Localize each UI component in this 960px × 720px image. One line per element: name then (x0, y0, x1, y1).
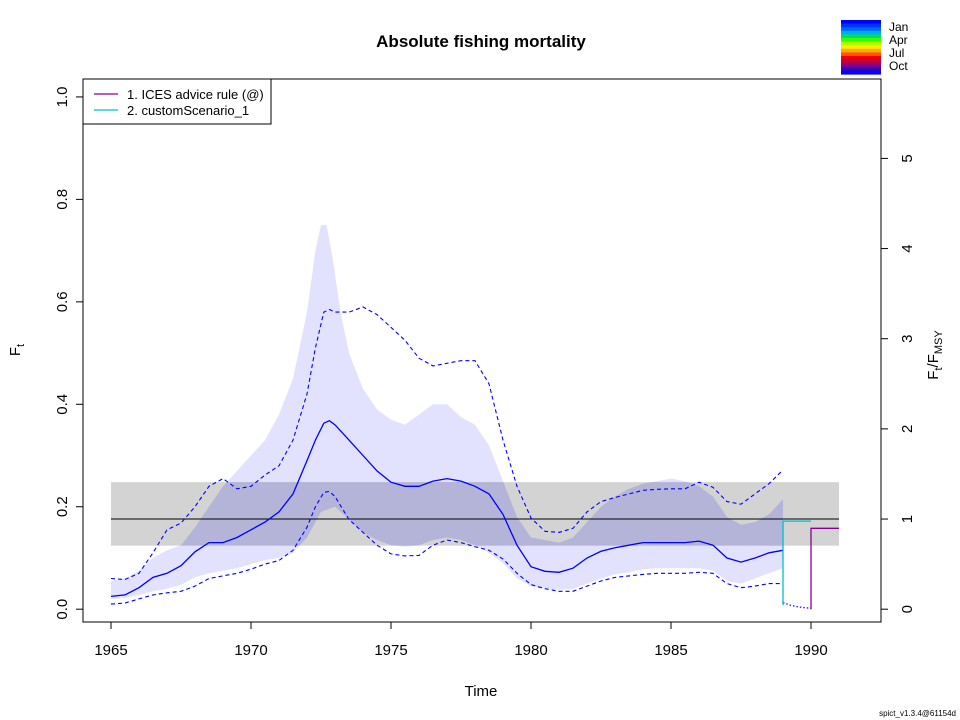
season-label-oct: Oct (889, 59, 908, 73)
season-color-swatch (841, 34, 881, 39)
y2-tick-label-0: 0 (899, 605, 916, 613)
y2-axis-label: Ft/FMSY (925, 330, 945, 380)
season-color-swatch (841, 27, 881, 32)
y2-tick-label-3: 3 (899, 335, 916, 343)
x-tick-label-1965: 1965 (94, 642, 127, 659)
y-axis: 0.0 0.2 0.4 0.6 0.8 1.0 (54, 86, 84, 620)
season-color-swatch (841, 45, 881, 50)
y-tick-label-3: 0.6 (54, 291, 71, 312)
x-axis-label: Time (465, 683, 498, 700)
y2-tick-label-1: 1 (899, 515, 916, 523)
scenario-custom-line (782, 520, 811, 606)
version-footnote: spict_v1.3.4@61154d (879, 709, 956, 718)
upper-ci-line (110, 306, 784, 581)
season-color-swatch (841, 70, 881, 75)
season-color-swatch (841, 52, 881, 57)
season-label-jul: Jul (889, 46, 904, 60)
x-tick-label-1980: 1980 (514, 642, 547, 659)
season-color-swatch (841, 48, 881, 53)
x-tick-label-1975: 1975 (374, 642, 407, 659)
season-label-apr: Apr (889, 33, 908, 47)
forecast-dotted-line (782, 601, 812, 609)
y2-axis-label-main: F (925, 371, 942, 380)
y2-axis-label-sub2: MSY (933, 330, 945, 355)
y2-axis-label-sub1: t (933, 367, 945, 370)
y2-axis-label-sep: /F (925, 354, 942, 367)
season-color-swatch (841, 66, 881, 71)
season-label-jan: Jan (889, 20, 908, 34)
y-axis-label-main: F (7, 347, 24, 356)
y-axis-label: Ft (7, 344, 27, 356)
y-tick-label-1: 0.2 (54, 496, 71, 517)
season-color-swatch (841, 30, 881, 35)
y-tick-label-2: 0.4 (54, 394, 71, 415)
legend-box (82, 78, 272, 125)
chart-title: Absolute fishing mortality (376, 32, 586, 51)
y2-tick-label-2: 2 (899, 425, 916, 433)
y2-tick-label-5: 5 (899, 154, 916, 162)
lower-ci-line (110, 490, 783, 605)
x-tick-label-1970: 1970 (234, 642, 267, 659)
season-color-swatch (841, 20, 881, 25)
legend-label-custom: 2. customScenario_1 (127, 103, 249, 118)
y-axis-label-sub: t (15, 344, 27, 347)
season-color-swatch (841, 23, 881, 28)
x-axis: 1965 1970 1975 1980 1985 1990 (94, 621, 828, 659)
y2-tick-label-4: 4 (899, 244, 916, 252)
y-tick-label-4: 0.8 (54, 189, 71, 210)
season-color-swatch (841, 59, 881, 64)
season-color-bar (841, 20, 881, 75)
season-color-swatch (841, 56, 881, 61)
scenario-ices-advice-line (810, 527, 839, 610)
y-tick-label-5: 1.0 (54, 86, 71, 107)
x-tick-label-1990: 1990 (794, 642, 827, 659)
ci-overlap (179, 482, 783, 546)
y2-axis: 0 1 2 3 4 5 (880, 154, 916, 613)
svg-text:Ft: Ft (7, 344, 27, 356)
legend: 1. ICES advice rule (@) 2. customScenari… (82, 78, 272, 125)
svg-text:Ft/FMSY: Ft/FMSY (925, 330, 945, 380)
legend-label-ices: 1. ICES advice rule (@) (127, 87, 264, 102)
season-legend: Jan Apr Jul Oct (841, 20, 908, 75)
season-color-swatch (841, 41, 881, 46)
y-tick-label-0: 0.0 (54, 599, 71, 620)
f-estimate-line (110, 419, 784, 598)
season-color-swatch (841, 63, 881, 68)
plot-area (110, 225, 839, 610)
season-color-swatch (841, 38, 881, 43)
x-tick-label-1985: 1985 (654, 642, 687, 659)
